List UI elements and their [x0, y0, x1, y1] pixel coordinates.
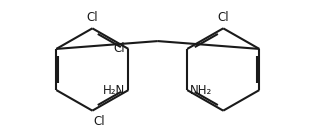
Text: Cl: Cl: [93, 115, 105, 128]
Text: Cl: Cl: [114, 42, 126, 55]
Text: NH₂: NH₂: [190, 84, 213, 97]
Text: H₂N: H₂N: [103, 84, 126, 97]
Text: Cl: Cl: [87, 11, 98, 24]
Text: Cl: Cl: [217, 11, 229, 24]
